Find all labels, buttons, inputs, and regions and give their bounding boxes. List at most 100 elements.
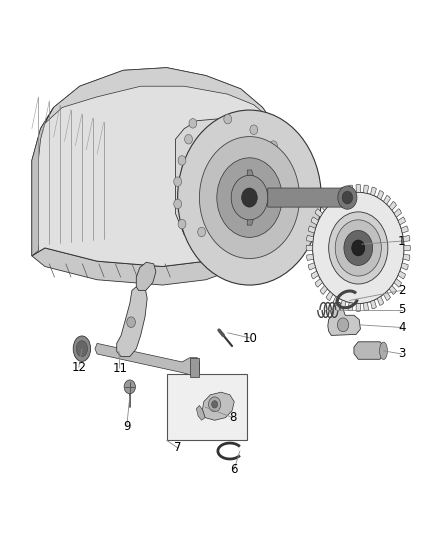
Polygon shape: [377, 296, 384, 305]
Circle shape: [124, 380, 135, 394]
Polygon shape: [308, 263, 315, 270]
Polygon shape: [394, 208, 402, 217]
Polygon shape: [354, 342, 384, 359]
Text: 10: 10: [243, 332, 258, 344]
Circle shape: [178, 156, 186, 165]
Polygon shape: [389, 286, 396, 294]
Polygon shape: [398, 217, 406, 225]
Circle shape: [174, 177, 182, 187]
Polygon shape: [389, 201, 396, 211]
Polygon shape: [364, 185, 369, 193]
Polygon shape: [348, 303, 353, 311]
Polygon shape: [356, 184, 360, 192]
Circle shape: [127, 317, 135, 327]
Polygon shape: [136, 262, 156, 290]
Polygon shape: [384, 292, 391, 301]
Polygon shape: [311, 217, 318, 225]
Polygon shape: [401, 263, 408, 270]
Circle shape: [250, 125, 258, 134]
Text: 2: 2: [398, 284, 406, 297]
Circle shape: [269, 180, 277, 189]
Polygon shape: [401, 226, 408, 233]
Circle shape: [313, 192, 404, 304]
Circle shape: [212, 401, 218, 408]
Polygon shape: [32, 68, 280, 266]
Circle shape: [174, 199, 182, 209]
Ellipse shape: [76, 341, 88, 357]
Circle shape: [344, 230, 373, 265]
Circle shape: [178, 110, 321, 285]
Polygon shape: [308, 226, 315, 233]
Text: 8: 8: [229, 411, 237, 424]
Text: 1: 1: [398, 235, 406, 247]
Polygon shape: [371, 300, 376, 309]
Polygon shape: [117, 285, 147, 357]
Circle shape: [178, 219, 186, 229]
Polygon shape: [95, 343, 199, 377]
Polygon shape: [333, 296, 339, 305]
Circle shape: [342, 191, 353, 204]
Polygon shape: [268, 188, 347, 207]
Polygon shape: [364, 303, 369, 311]
Polygon shape: [307, 236, 314, 241]
Polygon shape: [315, 208, 322, 217]
Polygon shape: [403, 236, 410, 241]
Circle shape: [335, 220, 381, 276]
Circle shape: [189, 118, 197, 128]
Polygon shape: [196, 406, 205, 420]
Circle shape: [244, 214, 251, 223]
Polygon shape: [176, 118, 280, 235]
Text: 11: 11: [112, 362, 127, 375]
Polygon shape: [32, 248, 228, 285]
Text: 6: 6: [230, 463, 238, 475]
Polygon shape: [190, 358, 199, 377]
Ellipse shape: [73, 336, 91, 361]
Circle shape: [185, 134, 192, 144]
Text: 12: 12: [71, 361, 86, 374]
Polygon shape: [247, 170, 260, 225]
Circle shape: [242, 188, 257, 207]
Bar: [167, 374, 247, 440]
Circle shape: [269, 141, 277, 150]
Polygon shape: [311, 271, 318, 279]
Circle shape: [258, 199, 265, 209]
Circle shape: [352, 240, 365, 256]
Text: 7: 7: [174, 441, 181, 454]
Polygon shape: [320, 286, 327, 294]
Text: 5: 5: [398, 303, 406, 317]
Polygon shape: [384, 195, 391, 204]
Polygon shape: [371, 187, 376, 196]
Circle shape: [274, 160, 282, 169]
Polygon shape: [403, 254, 410, 261]
Polygon shape: [404, 245, 410, 251]
Circle shape: [337, 318, 349, 332]
Text: 3: 3: [398, 348, 406, 360]
Text: 4: 4: [398, 321, 406, 334]
Polygon shape: [307, 254, 314, 261]
Circle shape: [338, 186, 357, 209]
Polygon shape: [328, 303, 360, 335]
Polygon shape: [320, 201, 327, 211]
Circle shape: [199, 136, 300, 259]
Polygon shape: [41, 68, 276, 128]
Circle shape: [226, 224, 234, 234]
Polygon shape: [394, 279, 402, 287]
Circle shape: [231, 175, 268, 220]
Polygon shape: [377, 190, 384, 199]
Circle shape: [224, 114, 232, 124]
Polygon shape: [340, 300, 346, 309]
Text: 9: 9: [123, 420, 131, 433]
Polygon shape: [326, 195, 333, 204]
Polygon shape: [306, 245, 313, 251]
Circle shape: [328, 212, 388, 284]
Ellipse shape: [380, 342, 388, 360]
Polygon shape: [398, 271, 406, 279]
Circle shape: [198, 227, 205, 237]
Circle shape: [208, 397, 221, 412]
Polygon shape: [315, 279, 322, 287]
Polygon shape: [202, 392, 234, 420]
Polygon shape: [32, 108, 53, 256]
Polygon shape: [348, 185, 353, 193]
Polygon shape: [356, 304, 360, 312]
Polygon shape: [333, 190, 339, 199]
